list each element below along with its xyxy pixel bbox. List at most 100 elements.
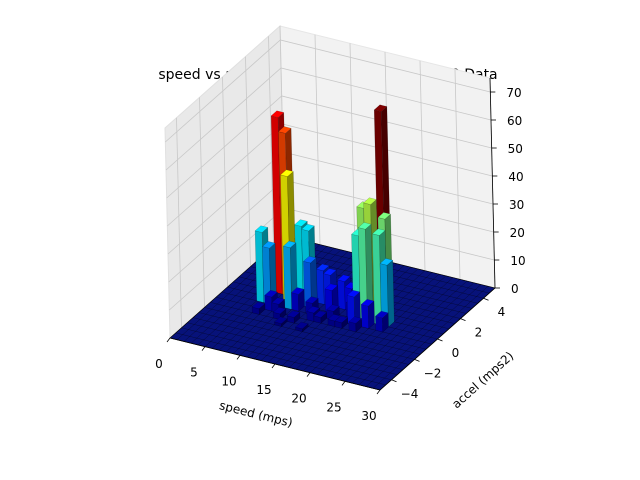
floor-line xyxy=(181,327,392,380)
bar xyxy=(290,287,305,312)
bar-top-face xyxy=(301,223,315,232)
bar xyxy=(357,222,374,323)
bar xyxy=(379,258,395,328)
bar-top-face xyxy=(371,228,386,236)
x-tick-mark xyxy=(166,337,171,343)
grid-line-z xyxy=(165,39,491,143)
bar-top-face xyxy=(348,316,363,324)
z-tick-label: 60 xyxy=(507,114,522,128)
bar-front-face xyxy=(264,295,273,312)
floor-line xyxy=(175,332,386,386)
x-tick-mark xyxy=(341,381,346,386)
z-axis-line xyxy=(489,77,496,289)
z-tick-label: 0 xyxy=(511,282,519,296)
bar xyxy=(348,316,363,333)
bar-top-face xyxy=(374,310,389,319)
y-axis-label: accel (mps2) xyxy=(449,349,516,411)
y-tick-label: 0 xyxy=(452,346,460,360)
floor-line xyxy=(204,307,415,360)
bar xyxy=(261,241,277,305)
floor-line xyxy=(187,322,398,375)
floor-line xyxy=(192,317,404,370)
bar xyxy=(286,310,301,324)
y-tick-mark xyxy=(391,379,397,383)
bar xyxy=(251,301,266,315)
bar-top-face xyxy=(277,126,292,134)
bar-top-face xyxy=(305,296,319,304)
y-tick-label: −2 xyxy=(424,366,442,380)
x-tick-mark xyxy=(306,372,311,377)
bar-top-face xyxy=(270,110,285,118)
bar-top-face xyxy=(334,315,349,324)
bar xyxy=(334,315,349,329)
y-tick-label: −4 xyxy=(401,387,419,401)
bar-top-face xyxy=(324,283,339,291)
floor-line xyxy=(210,302,421,355)
bar-front-face xyxy=(360,304,370,329)
bar xyxy=(294,321,309,333)
bar-top-face xyxy=(264,289,278,298)
x-axis-label: speed (mps) xyxy=(218,398,294,430)
bar xyxy=(374,310,389,333)
bar-top-face xyxy=(282,240,297,249)
y-tick-mark xyxy=(414,359,420,362)
bar xyxy=(273,316,288,327)
bar-top-face xyxy=(280,169,294,177)
bar-top-face xyxy=(357,222,372,230)
bar-top-face xyxy=(306,305,321,314)
bar-top-face xyxy=(313,310,328,318)
bar-front-face xyxy=(291,292,300,312)
bar xyxy=(346,289,361,326)
bar-top-face xyxy=(323,268,337,276)
x-tick-mark xyxy=(236,355,241,360)
bar-top-face xyxy=(272,306,287,315)
bar-top-face xyxy=(254,225,269,233)
bar-top-face xyxy=(326,304,340,312)
bar-front-face xyxy=(375,315,384,333)
y-tick-mark xyxy=(483,297,489,301)
x-tick-label: 10 xyxy=(221,374,236,388)
x-tick-mark xyxy=(271,363,276,369)
x-tick-label: 0 xyxy=(155,357,163,371)
z-tick-label: 50 xyxy=(508,142,523,156)
bar-top-face xyxy=(360,299,375,307)
z-tick-label: 70 xyxy=(506,86,521,100)
y-tick-label: 4 xyxy=(498,305,506,319)
bar xyxy=(272,306,287,321)
bar-top-face xyxy=(273,316,288,324)
floor-line xyxy=(198,312,409,365)
x-tick-mark xyxy=(376,389,381,395)
bar-top-face xyxy=(363,197,377,205)
bar-top-face xyxy=(302,255,317,264)
z-tick-label: 30 xyxy=(509,198,524,212)
z-tick-label: 20 xyxy=(510,226,525,240)
bar-top-face xyxy=(337,274,351,282)
bar-top-face xyxy=(373,104,388,112)
y-tick-mark xyxy=(437,338,443,342)
bar-top-face xyxy=(379,258,394,266)
bar-top-face xyxy=(286,310,301,318)
x-tick-label: 20 xyxy=(291,392,306,406)
x-tick-label: 25 xyxy=(326,400,341,414)
x-tick-label: 30 xyxy=(361,409,376,423)
bar-top-face xyxy=(315,263,330,272)
bars-group xyxy=(251,104,395,333)
bar-front-face xyxy=(337,279,346,310)
bar-top-face xyxy=(346,289,361,298)
z-tick-label: 10 xyxy=(510,254,525,268)
y-tick-mark xyxy=(460,318,466,321)
x-tick-label: 15 xyxy=(256,383,271,397)
bar-top-face xyxy=(377,212,392,220)
bar-top-face xyxy=(261,241,276,249)
bar xyxy=(360,299,375,329)
y-tick-label: 2 xyxy=(475,326,483,340)
grid-line-z xyxy=(165,67,492,171)
x-tick-mark xyxy=(201,346,206,351)
bar-top-face xyxy=(251,301,266,310)
bar xyxy=(313,310,328,324)
bar-top-face xyxy=(294,321,309,330)
x-tick-label: 5 xyxy=(190,366,198,380)
bar-top-face xyxy=(294,219,308,227)
